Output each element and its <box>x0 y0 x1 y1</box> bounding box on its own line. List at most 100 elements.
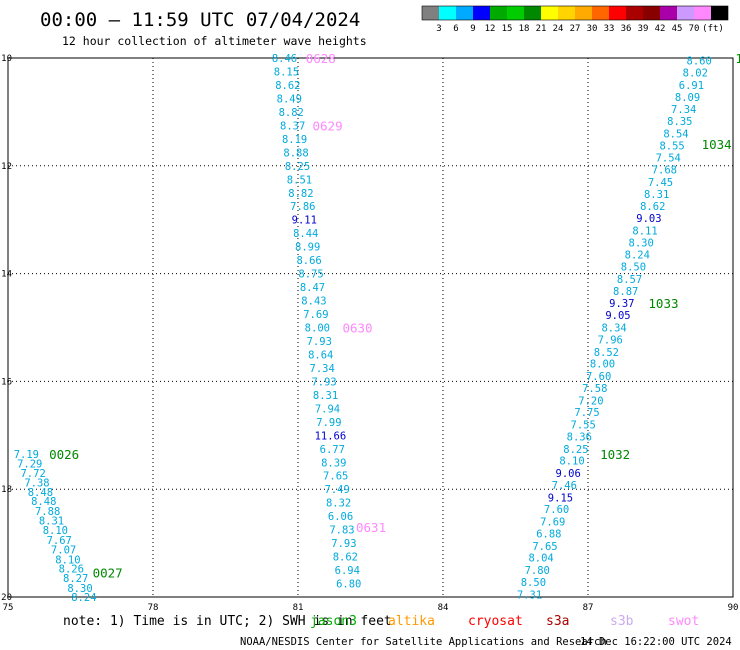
wave-height-value: 7.20 <box>578 395 603 407</box>
wave-height-value: 8.30 <box>67 583 92 595</box>
y-axis-ticks: -10 -12 -14 -16 -18 -20 <box>0 54 12 603</box>
y-tick-label: -14 <box>0 270 12 280</box>
wave-height-value: 7.34 <box>671 104 696 116</box>
x-tick-label: 90 <box>728 603 739 613</box>
wave-height-value: 8.49 <box>277 93 302 105</box>
wave-height-value: 8.54 <box>663 128 688 140</box>
wave-height-value: 7.38 <box>24 478 49 490</box>
legend-swatch <box>609 6 626 20</box>
wave-height-value: 7.46 <box>552 480 577 492</box>
legend-swatch <box>677 6 694 20</box>
y-tick-label: -18 <box>0 485 12 495</box>
credit-text: NOAA/NESDIS Center for Satellite Applica… <box>240 636 607 648</box>
chart-subtitle: 12 hour collection of altimeter wave hei… <box>62 34 367 48</box>
wave-height-value: 7.55 <box>571 420 596 432</box>
pass-time-label: 1032 <box>600 447 630 462</box>
legend-label: 39 <box>638 24 649 34</box>
wave-height-value: 7.45 <box>648 177 673 189</box>
wave-height-value: 8.19 <box>282 134 307 146</box>
wave-height-value: 8.31 <box>644 189 669 201</box>
legend-border <box>421 5 729 21</box>
wave-height-value: 8.36 <box>567 431 592 443</box>
wave-height-value: 8.64 <box>308 349 333 361</box>
legend-swatch <box>541 6 558 20</box>
wave-height-value: 7.60 <box>544 504 569 516</box>
wave-height-value: 8.75 <box>298 269 323 281</box>
wave-height-value: 6.80 <box>336 579 361 591</box>
wave-height-value: 7.75 <box>574 407 599 419</box>
wave-height-value: 8.30 <box>629 237 654 249</box>
wave-height-value: 8.31 <box>313 390 338 402</box>
legend-label: 36 <box>621 24 632 34</box>
wave-height-value: 9.03 <box>636 213 661 225</box>
legend-swatch <box>575 6 592 20</box>
y-tick-label: -20 <box>0 593 12 603</box>
wave-height-value: 8.50 <box>521 577 546 589</box>
chart-title: 00:00 – 11:59 UTC 07/04/2024 <box>40 9 360 31</box>
legend-label: 15 <box>502 24 513 34</box>
wave-height-value: 8.88 <box>283 147 308 159</box>
wave-height-value: 7.58 <box>582 383 607 395</box>
wave-height-value: 7.31 <box>517 589 542 601</box>
satellite-label-altika: altika <box>388 614 435 629</box>
wave-height-value: 7.93 <box>307 336 332 348</box>
wave-height-value: 8.00 <box>305 323 330 335</box>
satellite-label-swot: swot <box>668 614 699 629</box>
plot-frame <box>7 57 734 598</box>
wave-height-value: 8.11 <box>632 225 657 237</box>
legend-label: 6 <box>453 24 458 34</box>
legend-swatch <box>643 6 660 20</box>
wave-height-value: 7.96 <box>598 334 623 346</box>
footer-note: note: 1) Time is in UTC; 2) SWH is in fe… <box>63 614 392 629</box>
wave-height-value: 7.49 <box>325 484 350 496</box>
wave-height-tracks: 7.197.297.727.388.488.487.888.318.107.67… <box>14 51 740 604</box>
x-tick-label: 81 <box>293 603 304 613</box>
wave-height-value: 8.32 <box>326 498 351 510</box>
legend-label: 27 <box>570 24 581 34</box>
legend-label: 33 <box>604 24 615 34</box>
satellite-label-s3b: s3b <box>610 614 634 629</box>
x-axis-ticks: 75 78 81 84 87 90 <box>3 603 739 613</box>
wave-height-value: 9.11 <box>292 215 317 227</box>
wave-height-value: 8.48 <box>31 496 56 508</box>
wave-height-value: 8.37 <box>280 120 305 132</box>
wave-height-value: 8.66 <box>296 255 321 267</box>
wave-height-value: 8.26 <box>59 563 84 575</box>
legend-swatch <box>422 6 439 20</box>
legend-label: 30 <box>587 24 598 34</box>
wave-height-value: 7.68 <box>652 165 677 177</box>
wave-height-value: 7.93 <box>331 538 356 550</box>
wave-height-value: 8.04 <box>528 553 553 565</box>
wave-height-value: 7.88 <box>35 506 60 518</box>
wave-height-value: 8.10 <box>559 456 584 468</box>
wave-height-value: 7.80 <box>525 565 550 577</box>
wave-height-value: 9.06 <box>556 468 581 480</box>
wave-height-value: 9.15 <box>548 492 573 504</box>
legend-label: 42 <box>655 24 666 34</box>
wave-height-value: 8.35 <box>667 116 692 128</box>
wave-height-value: 7.93 <box>311 376 336 388</box>
wave-height-value: 7.34 <box>310 363 335 375</box>
wave-height-value: 9.05 <box>605 310 630 322</box>
wave-height-value: 8.27 <box>63 573 88 585</box>
wave-height-value: 6.06 <box>328 511 353 523</box>
wave-height-value: 8.10 <box>43 525 68 537</box>
x-tick-label: 78 <box>148 603 159 613</box>
wave-height-value: 6.91 <box>679 80 704 92</box>
wave-height-value: 8.62 <box>275 80 300 92</box>
legend-swatch <box>524 6 541 20</box>
wave-height-value: 8.34 <box>601 323 626 335</box>
wave-height-value: 8.82 <box>288 188 313 200</box>
wave-height-value: 8.00 <box>590 359 615 371</box>
pass-time-label: 0629 <box>313 118 343 133</box>
wave-height-value: 8.39 <box>321 457 346 469</box>
wave-height-value: 7.72 <box>20 468 45 480</box>
x-tick-label: 87 <box>583 603 594 613</box>
pass-time-label: 0628 <box>306 51 336 66</box>
satellite-label-jason3: jason3 <box>310 614 357 629</box>
grid-lines <box>8 58 733 597</box>
wave-height-value: 8.55 <box>659 140 684 152</box>
wave-height-value: 8.31 <box>39 515 64 527</box>
wave-height-value: 6.94 <box>335 565 360 577</box>
pass-time-label: 0026 <box>49 447 79 462</box>
